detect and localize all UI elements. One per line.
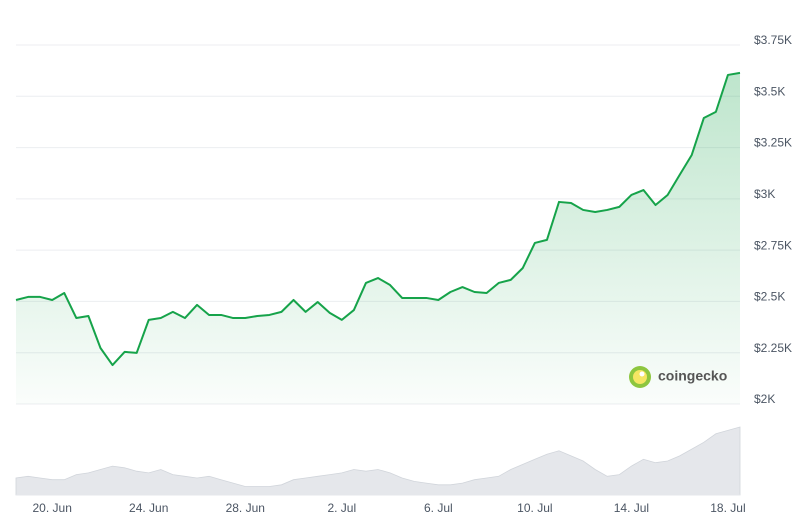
brand-logo: coingecko bbox=[629, 366, 727, 388]
x-tick-label: 28. Jun bbox=[226, 501, 265, 515]
price-area bbox=[16, 72, 740, 405]
y-tick-label: $2K bbox=[754, 392, 775, 406]
y-tick-label: $3K bbox=[754, 187, 775, 201]
y-tick-label: $3.25K bbox=[754, 136, 792, 150]
price-line bbox=[15, 71, 741, 367]
x-tick-label: 14. Jul bbox=[614, 501, 649, 515]
y-tick-label: $3.5K bbox=[754, 84, 785, 98]
x-tick-label: 6. Jul bbox=[424, 501, 453, 515]
x-tick-label: 18. Jul bbox=[710, 501, 745, 515]
y-tick-label: $2.25K bbox=[754, 341, 792, 355]
y-tick-label: $2.5K bbox=[754, 290, 785, 304]
volume-area bbox=[15, 426, 741, 496]
x-tick-label: 24. Jun bbox=[129, 501, 168, 515]
y-tick-label: $3.75K bbox=[754, 33, 792, 47]
x-tick-label: 10. Jul bbox=[517, 501, 552, 515]
x-tick-label: 20. Jun bbox=[33, 501, 72, 515]
brand-name: coingecko bbox=[658, 368, 727, 384]
y-tick-label: $2.75K bbox=[754, 238, 792, 252]
x-tick-label: 2. Jul bbox=[327, 501, 356, 515]
